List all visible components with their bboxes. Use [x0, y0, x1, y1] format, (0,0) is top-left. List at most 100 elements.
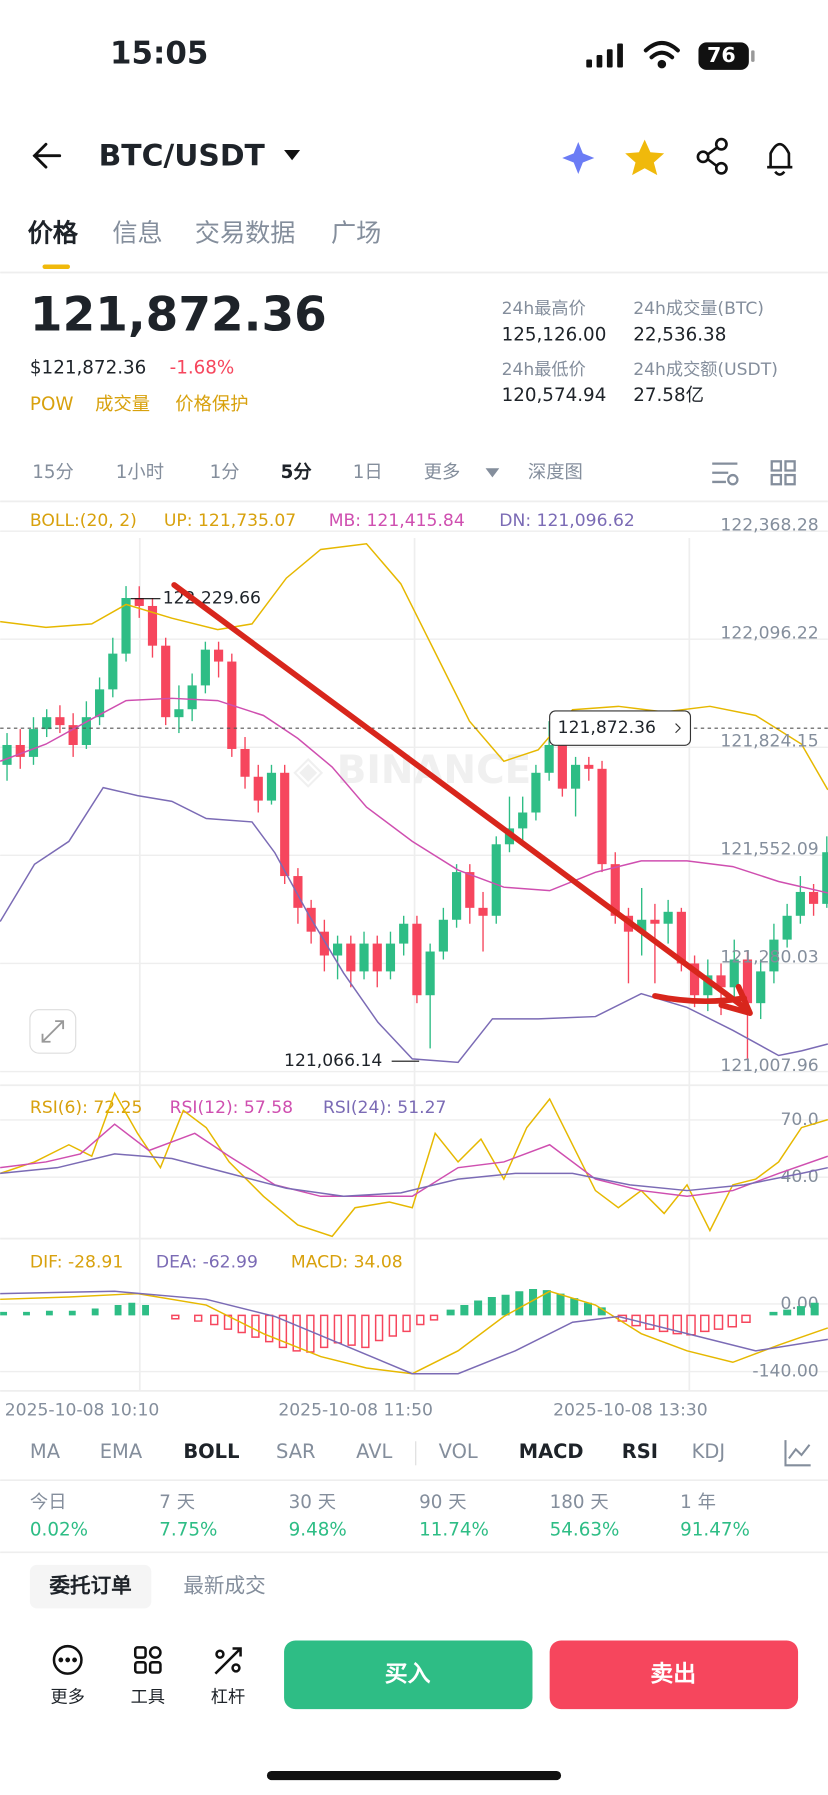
candle-body [161, 645, 171, 718]
candle-body [68, 725, 78, 745]
candle-body [782, 915, 792, 940]
candle-body [412, 923, 422, 996]
interval[interactable]: 15分 [32, 462, 74, 483]
candle-body [15, 744, 25, 757]
stat-value: 125,126.00 [502, 324, 607, 345]
candle-body [280, 772, 290, 877]
order-tab[interactable]: 最新成交 [183, 1574, 265, 1598]
candle-body [214, 649, 224, 662]
candle-body [465, 872, 475, 908]
candle-body [756, 971, 766, 1004]
interval[interactable]: 5分 [281, 462, 313, 483]
candle-body [55, 717, 65, 726]
buy-label[interactable]: 买入 [385, 1661, 431, 1687]
pair-dropdown[interactable] [284, 149, 301, 161]
candle-body [200, 649, 210, 686]
expand-button[interactable] [29, 1009, 77, 1054]
order-tab[interactable]: 委托订单 [48, 1574, 131, 1598]
battery-level: 76 [707, 43, 736, 67]
interval[interactable]: 更多 [424, 462, 461, 483]
tag[interactable]: 成交量 [95, 394, 150, 415]
macd-histogram-up [0, 1289, 819, 1316]
indicator[interactable]: VOL [439, 1440, 478, 1463]
indicator[interactable]: KDJ [692, 1440, 725, 1463]
candle-body [452, 872, 462, 920]
more-dropdown[interactable] [485, 468, 500, 478]
tool-label[interactable]: 杠杆 [211, 1688, 245, 1708]
tab[interactable]: 信息 [112, 219, 162, 248]
macd-legend: MACD: 34.08 [291, 1253, 403, 1273]
y-tick-label: 121,552.09 [720, 840, 818, 860]
tag[interactable]: 价格保护 [175, 394, 248, 415]
boll-legend: BOLL:(20, 2) [30, 511, 137, 531]
buy-button[interactable] [284, 1640, 533, 1710]
candle-body [650, 919, 660, 924]
ai-icon[interactable] [562, 141, 595, 175]
interval[interactable]: 深度图 [528, 462, 583, 483]
indicator[interactable]: BOLL [183, 1440, 239, 1463]
indicator[interactable]: RSI [622, 1440, 658, 1463]
candle-body [676, 911, 686, 964]
wifi-icon [643, 40, 680, 69]
tab[interactable]: 广场 [331, 219, 381, 248]
tool-label[interactable]: 更多 [51, 1688, 85, 1708]
boll-legend: MB: 121,415.84 [329, 511, 465, 531]
perf-label: 30 天 [289, 1492, 336, 1513]
tab[interactable]: 价格 [28, 219, 79, 248]
y-tick-label: 121,280.03 [720, 948, 818, 968]
pair-title[interactable]: BTC/USDT [99, 138, 266, 173]
high-label: 122,229.66 [163, 589, 261, 609]
price-change: -1.68% [170, 358, 235, 379]
layout-icon[interactable] [770, 460, 796, 486]
macd-legend: DEA: -62.99 [156, 1253, 258, 1273]
usd-price: $121,872.36 [30, 358, 146, 379]
perf-value: 91.47% [680, 1520, 750, 1541]
candle-body [293, 876, 303, 908]
perf-value: 0.02% [30, 1520, 88, 1541]
rsi-lines [0, 1091, 828, 1238]
candle-body [187, 685, 197, 710]
candle-body [134, 598, 144, 606]
candle-body [399, 923, 409, 944]
x-tick-label: 2025-10-08 11:50 [278, 1400, 433, 1420]
indicator-settings[interactable] [784, 1440, 811, 1467]
sell-button[interactable] [549, 1640, 799, 1710]
candle-body [81, 717, 91, 745]
more-icon[interactable] [52, 1644, 83, 1675]
y-tick-label: 122,096.22 [720, 624, 818, 644]
back-button[interactable] [32, 142, 62, 169]
chart-settings-icon[interactable] [712, 462, 739, 486]
sell-label[interactable]: 卖出 [650, 1661, 696, 1687]
perf-value: 7.75% [159, 1520, 217, 1541]
tag[interactable]: POW [30, 394, 74, 415]
candle-body [809, 891, 819, 904]
candle-body [769, 939, 779, 972]
candle-body [385, 943, 396, 972]
stat-label: 24h成交量(BTC) [633, 299, 764, 319]
tab[interactable]: 交易数据 [195, 219, 296, 248]
interval[interactable]: 1分 [210, 462, 240, 483]
home-indicator [266, 1770, 562, 1781]
rsi-legend: RSI(6): 72.25 [30, 1098, 143, 1118]
stat-value: 120,574.94 [502, 385, 607, 406]
tool-label[interactable]: 工具 [131, 1688, 165, 1708]
indicator[interactable]: MA [30, 1440, 61, 1463]
share-icon[interactable] [696, 137, 728, 175]
candle-body [108, 653, 118, 690]
favorite-icon[interactable] [625, 139, 665, 176]
indicator[interactable]: SAR [276, 1440, 316, 1463]
leverage-icon[interactable] [214, 1647, 242, 1675]
tools-icon[interactable] [133, 1646, 162, 1674]
indicator[interactable]: MACD [519, 1440, 584, 1463]
watermark: ◈ BINANCE [293, 748, 531, 793]
interval[interactable]: 1日 [353, 462, 383, 483]
indicator[interactable]: EMA [100, 1440, 143, 1463]
indicator[interactable]: AVL [356, 1440, 392, 1463]
alert-icon[interactable] [767, 142, 793, 176]
interval[interactable]: 1小时 [116, 462, 164, 483]
battery-cap [751, 50, 755, 62]
x-tick-label: 2025-10-08 13:30 [553, 1400, 708, 1420]
annotations: 122,368.28 122,096.22 121,824.15 121,552.09… [0, 515, 828, 1382]
candle-body [822, 852, 828, 904]
